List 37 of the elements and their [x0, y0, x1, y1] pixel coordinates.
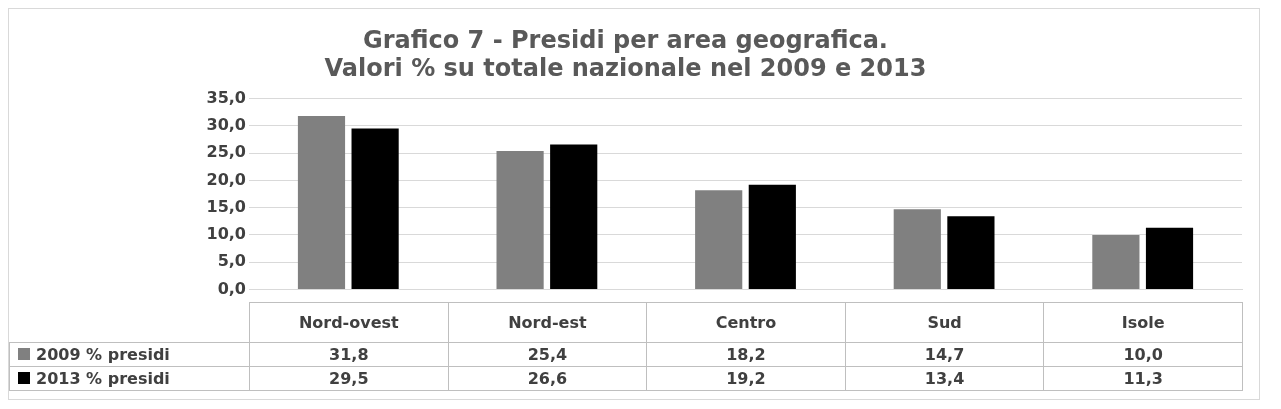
data-label: 18,2	[646, 342, 846, 367]
data-label: 19,2	[646, 366, 846, 391]
bar	[351, 128, 399, 289]
legend-label: 2013 % presidi	[36, 369, 170, 388]
bar	[297, 116, 346, 289]
data-label: 31,8	[249, 342, 449, 367]
bar	[695, 190, 743, 289]
y-tick-label: 25,0	[206, 142, 246, 162]
data-label: 25,4	[448, 342, 647, 367]
bar	[748, 184, 796, 289]
data-label: 14,7	[845, 342, 1044, 367]
y-tick-label: 35,0	[206, 87, 246, 107]
y-tick-label: 15,0	[206, 196, 246, 216]
data-label: 11,3	[1043, 366, 1243, 391]
bar	[550, 144, 598, 289]
bar	[1092, 234, 1140, 289]
bar	[496, 150, 544, 289]
x-tick-label: Nord-est	[448, 302, 647, 343]
y-tick-label: 10,0	[206, 224, 246, 244]
data-label: 26,6	[448, 366, 647, 391]
text: Valori % su totale nazionale nel 2009 e 2013	[324, 54, 927, 83]
bar	[893, 209, 941, 289]
legend-label: 2009 % presidi	[36, 345, 170, 364]
bar	[947, 216, 995, 289]
data-label: 13,4	[845, 366, 1044, 391]
y-tick-label: 20,0	[206, 169, 246, 189]
bar	[1145, 227, 1194, 289]
data-label: 10,0	[1043, 342, 1243, 367]
x-tick-label: Isole	[1043, 302, 1243, 343]
y-tick-label: 5,0	[217, 251, 246, 271]
x-tick-label: Centro	[646, 302, 846, 343]
x-tick-label: Sud	[845, 302, 1044, 343]
x-tick-label: Nord-ovest	[249, 302, 449, 343]
y-tick-label: 30,0	[206, 115, 246, 135]
text: Grafico 7 - Presidi per area geografica.	[363, 25, 888, 54]
data-label: 29,5	[249, 366, 449, 391]
y-tick-label: 0,0	[217, 278, 246, 298]
